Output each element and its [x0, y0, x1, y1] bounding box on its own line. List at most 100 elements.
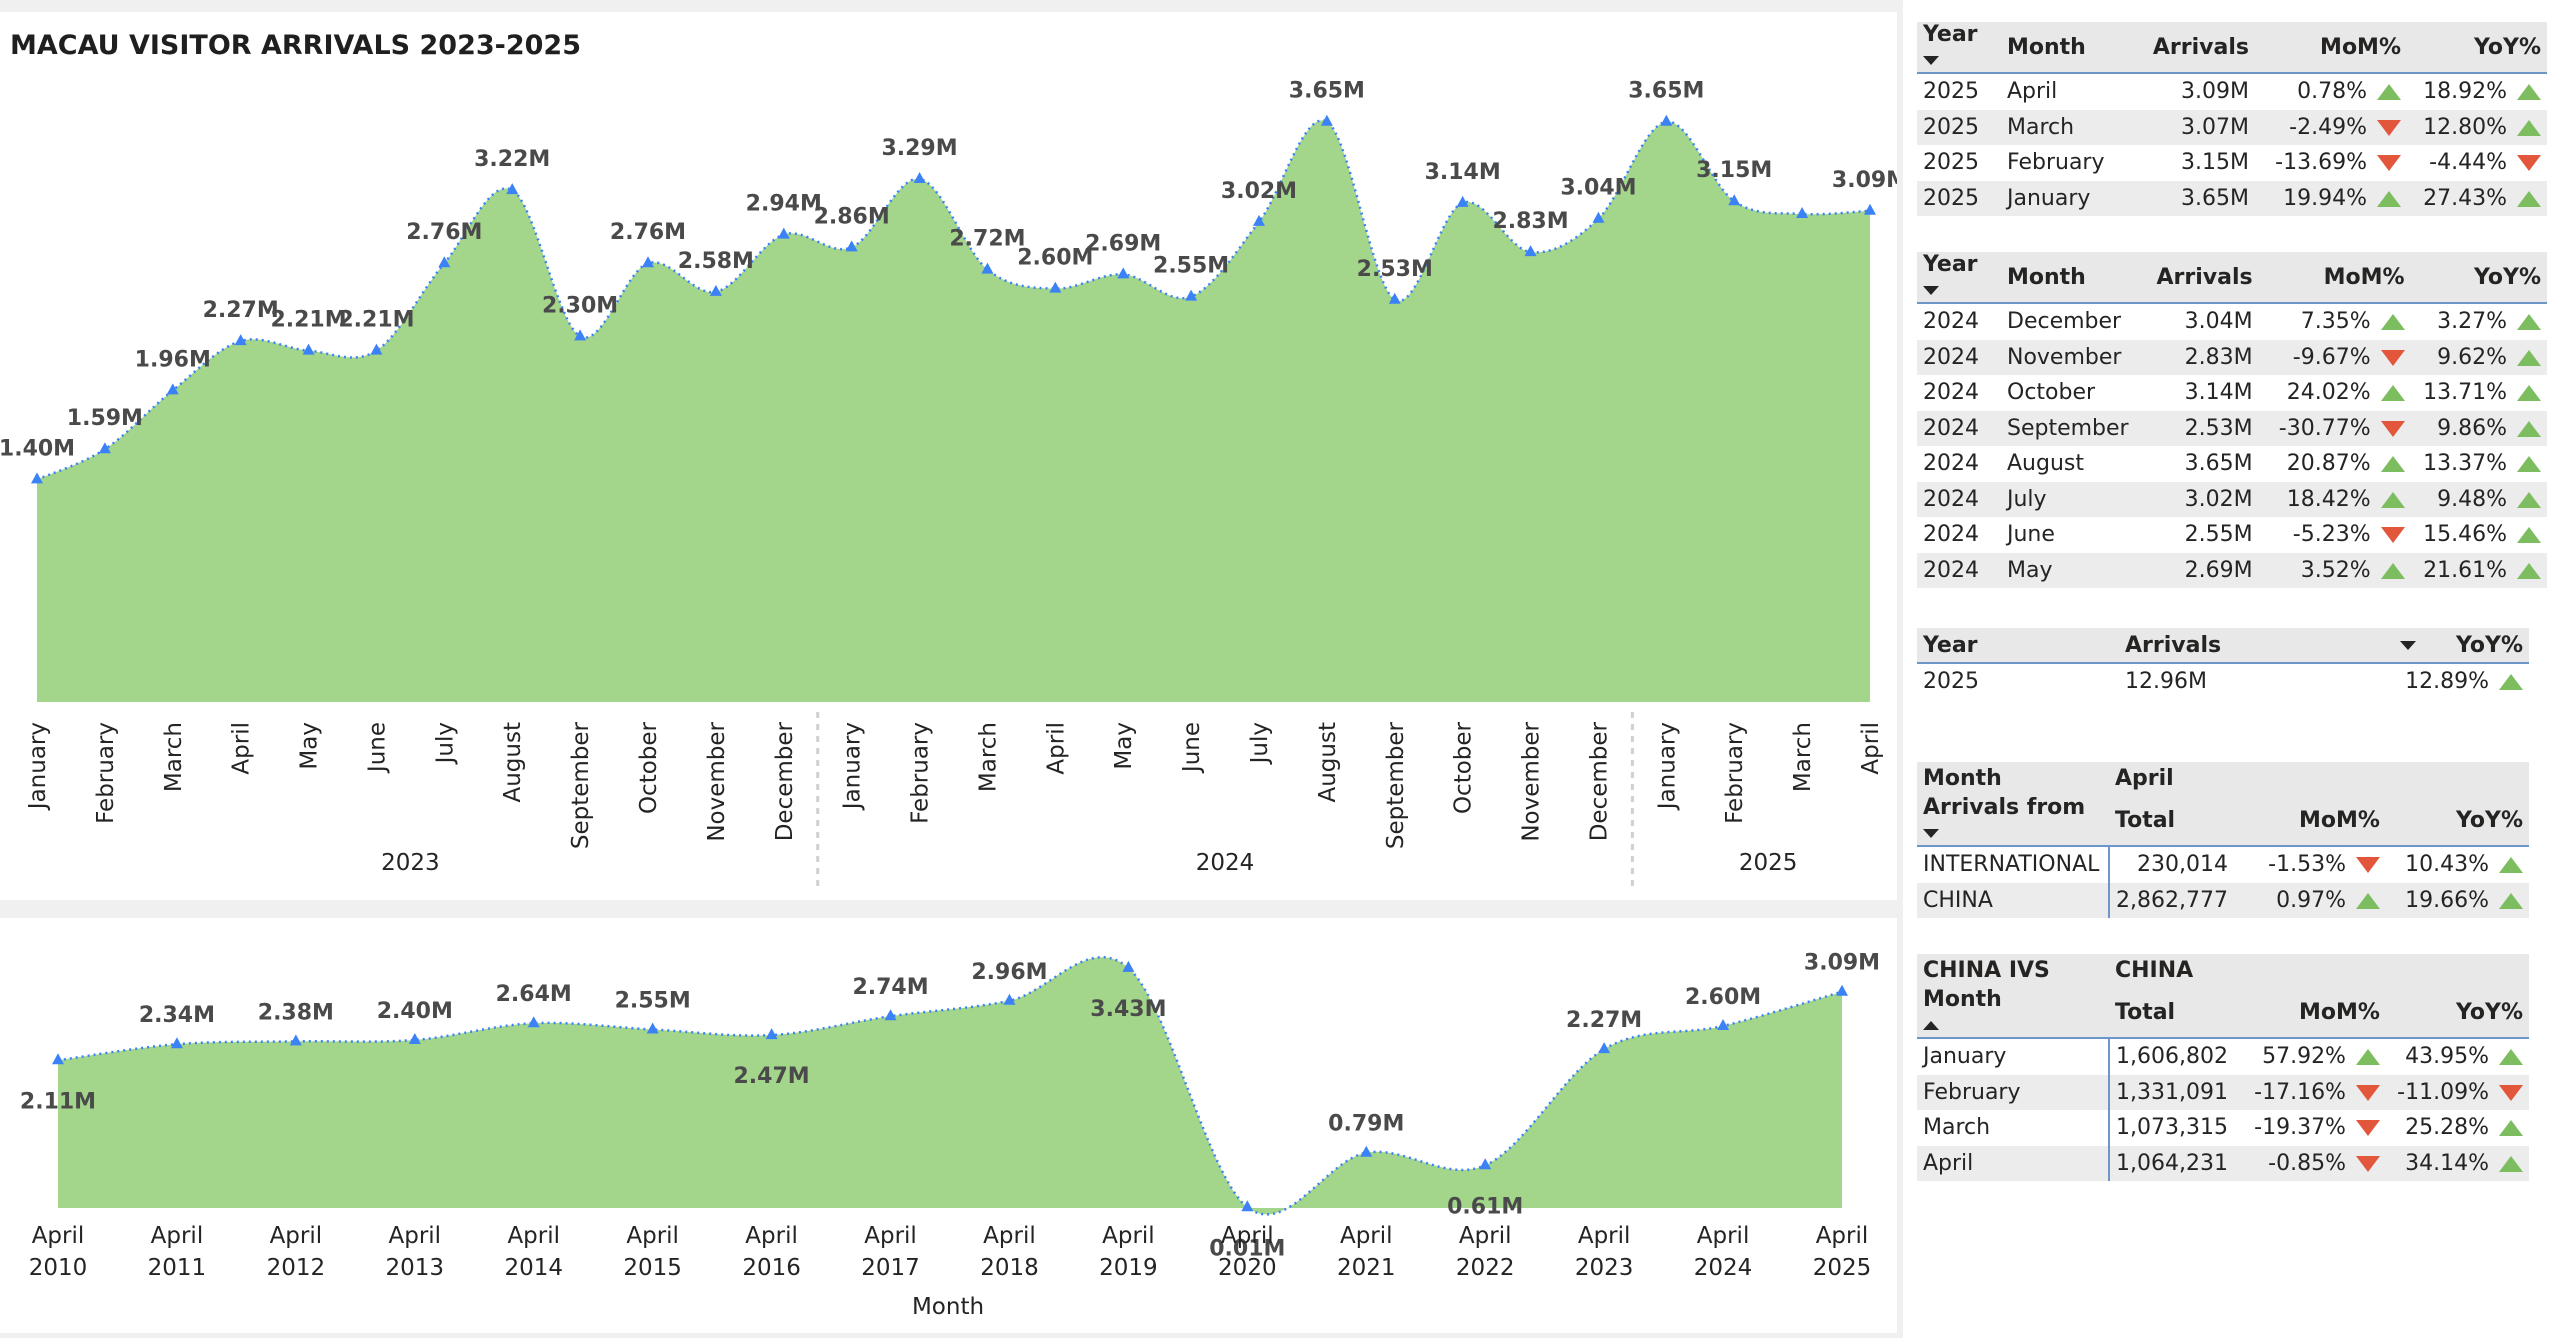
x-tick-label: February: [908, 722, 934, 824]
month-label: Month: [1923, 766, 2002, 791]
col-total-header[interactable]: Total: [2115, 999, 2176, 1025]
yoy-trend-icon: [2517, 456, 2541, 473]
arrivals-cell: 12.96M: [2119, 663, 2321, 700]
table-row[interactable]: 2025 March 3.07M -2.49% 12.80%: [1917, 109, 2547, 145]
x-tick-year: 2024: [1694, 1255, 1753, 1281]
table-row[interactable]: 2024 September 2.53M -30.77% 9.86%: [1917, 410, 2547, 446]
sort-desc-icon[interactable]: [2400, 641, 2416, 650]
year-cell: 2024: [1917, 552, 2001, 588]
data-point: [1241, 1200, 1254, 1212]
table-row[interactable]: 2024 December 3.04M 7.35% 3.27%: [1917, 303, 2547, 340]
data-point: [1836, 984, 1848, 996]
data-label: 3.14M: [1425, 160, 1501, 185]
x-tick-label: September: [1383, 721, 1409, 849]
sort-asc-icon[interactable]: [1923, 1020, 1939, 1030]
data-label: 2.55M: [615, 989, 691, 1014]
data-label: 2.27M: [203, 298, 279, 323]
mom-trend-icon: [2377, 190, 2401, 207]
x-tick-year: 2015: [623, 1255, 682, 1281]
x-tick-year: 2014: [504, 1255, 563, 1281]
table-row[interactable]: January 1,606,802 57.92% 43.95%: [1917, 1038, 2529, 1075]
table-row[interactable]: March 1,073,315 -19.37% 25.28%: [1917, 1110, 2529, 1146]
x-tick-label: June: [1179, 722, 1205, 774]
col-mom-header[interactable]: MoM%: [2323, 264, 2405, 290]
data-point: [370, 343, 383, 355]
col-total-header[interactable]: Total: [2115, 807, 2176, 833]
table-row[interactable]: April 1,064,231 -0.85% 34.14%: [1917, 1145, 2529, 1181]
data-point: [1388, 292, 1401, 304]
col-yoy-header[interactable]: YoY%: [2456, 999, 2523, 1025]
x-tick-label: April: [1858, 722, 1884, 775]
x-tick-label: April: [32, 1223, 85, 1249]
x-tick-label: April: [1578, 1223, 1631, 1249]
col-mom-header[interactable]: MoM%: [2320, 34, 2401, 60]
yoy-trend-icon: [2517, 155, 2541, 172]
data-point: [234, 334, 247, 346]
x-tick-label: March: [975, 722, 1001, 792]
col-month-header[interactable]: Month: [2007, 264, 2086, 290]
table-row[interactable]: INTERNATIONAL 230,014 -1.53% 10.43%: [1917, 846, 2529, 883]
col-yoy-header[interactable]: YoY%: [2474, 34, 2541, 60]
table-row[interactable]: 2025 February 3.15M -13.69% -4.44%: [1917, 145, 2547, 181]
year-cell: 2024: [1917, 446, 2001, 482]
data-point: [1456, 195, 1469, 207]
data-label: 2.55M: [1153, 254, 1229, 279]
yoy-trend-icon: [2499, 857, 2523, 874]
col-year-header[interactable]: Year: [1917, 252, 2001, 303]
year-cell: 2024: [1917, 303, 2001, 340]
main-chart-card: MACAU VISITOR ARRIVALS 2023-2025 1.40M 1.…: [0, 12, 1908, 900]
yoy-trend-icon: [2517, 385, 2541, 402]
month-cell: August: [2001, 446, 2135, 482]
col-yoy-header[interactable]: YoY%: [2321, 628, 2529, 663]
yoy-value: 15.46%: [2423, 522, 2507, 548]
col-arrivals-from-header[interactable]: Arrivals from: [1917, 795, 2109, 846]
table-row[interactable]: 2024 May 2.69M 3.52% 21.61%: [1917, 552, 2547, 588]
table-row[interactable]: 2024 October 3.14M 24.02% 13.71%: [1917, 375, 2547, 411]
col-yoy-header[interactable]: YoY%: [2456, 807, 2523, 833]
mom-trend-icon: [2355, 1155, 2380, 1172]
mom-trend-icon: [2355, 1049, 2380, 1066]
col-year-header[interactable]: Year: [1923, 632, 1978, 658]
table-row[interactable]: 2024 July 3.02M 18.42% 9.48%: [1917, 481, 2547, 517]
table-row[interactable]: 2025 April 3.09M 0.78% 18.92%: [1917, 73, 2547, 110]
table-row[interactable]: 2024 June 2.55M -5.23% 15.46%: [1917, 517, 2547, 553]
col-mom-header[interactable]: MoM%: [2299, 807, 2380, 833]
data-label: 2.53M: [1357, 257, 1433, 282]
yoy-value: 43.95%: [2405, 1044, 2489, 1070]
data-point: [1049, 281, 1062, 293]
china-label: CHINA: [2115, 958, 2194, 983]
data-point: [527, 1016, 540, 1028]
mom-trend-icon: [2380, 349, 2405, 366]
mom-value: -0.85%: [2268, 1150, 2346, 1176]
col-month-header[interactable]: Month: [1917, 987, 2109, 1038]
col-arrivals-header[interactable]: Arrivals: [2125, 632, 2222, 658]
table-row[interactable]: 2025 12.96M 12.89%: [1917, 663, 2529, 700]
table-row[interactable]: CHINA 2,862,777 0.97% 19.66%: [1917, 882, 2529, 918]
sort-desc-icon[interactable]: [1923, 55, 1939, 65]
page-title: MACAU VISITOR ARRIVALS 2023-2025: [10, 30, 581, 61]
table-row[interactable]: February 1,331,091 -17.16% -11.09%: [1917, 1074, 2529, 1110]
col-arrivals-header[interactable]: Arrivals: [2156, 264, 2253, 290]
x-tick-label: April: [626, 1223, 679, 1249]
table-row[interactable]: 2025 January 3.65M 19.94% 27.43%: [1917, 180, 2547, 216]
col-month-header[interactable]: Month: [2007, 34, 2086, 60]
month-cell: February: [2001, 145, 2131, 181]
yoy-value: -4.44%: [2429, 150, 2507, 176]
col-year-header[interactable]: Year: [1917, 22, 2001, 73]
year-cell: 2025: [1917, 73, 2001, 110]
mom-trend-icon: [2355, 857, 2380, 874]
yoy-value: 10.43%: [2405, 852, 2489, 878]
data-point: [884, 1009, 897, 1021]
sort-desc-icon[interactable]: [1923, 828, 1939, 838]
col-mom-header[interactable]: MoM%: [2299, 999, 2380, 1025]
data-label: 1.40M: [0, 436, 75, 461]
data-label: 2.60M: [1017, 246, 1093, 271]
x-tick-label: April: [229, 722, 255, 775]
col-yoy-header[interactable]: YoY%: [2474, 264, 2541, 290]
table-row[interactable]: 2024 November 2.83M -9.67% 9.62%: [1917, 339, 2547, 375]
arrivals-cell: 3.15M: [2131, 145, 2255, 181]
sort-desc-icon[interactable]: [1923, 285, 1939, 295]
col-arrivals-header[interactable]: Arrivals: [2152, 34, 2249, 60]
data-point: [981, 262, 994, 274]
table-row[interactable]: 2024 August 3.65M 20.87% 13.37%: [1917, 446, 2547, 482]
